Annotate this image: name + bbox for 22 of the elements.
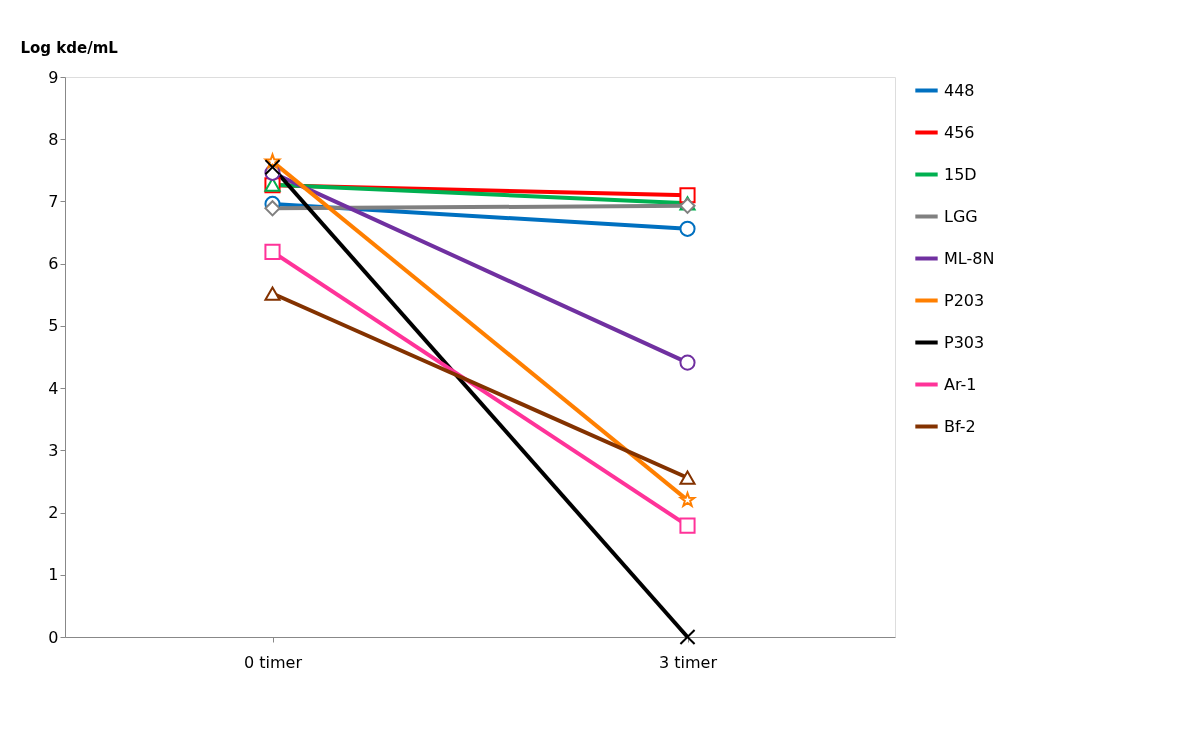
- legend-label: 456: [944, 122, 975, 142]
- y-tick-label: 3: [48, 440, 59, 460]
- legend-label: Ar-1: [944, 374, 977, 394]
- legend-label: P203: [944, 290, 985, 310]
- legend-label: 15D: [944, 164, 977, 184]
- legend-label: LGG: [944, 206, 978, 226]
- legend-label: Bf-2: [944, 416, 976, 436]
- y-tick-label: 1: [48, 565, 59, 585]
- legend-label: P303: [944, 332, 985, 352]
- y-tick-label: 8: [48, 129, 59, 149]
- y-tick-label: 6: [48, 254, 59, 274]
- y-tick-label: 9: [48, 67, 59, 87]
- y-tick-label: 0: [48, 627, 59, 647]
- x-tick-label: 0 timer: [244, 652, 303, 672]
- y-tick-label: 4: [48, 378, 59, 398]
- y-axis-title: Log kde/mL: [20, 38, 119, 57]
- legend-label: 448: [944, 80, 975, 100]
- x-tick-label: 3 timer: [659, 652, 718, 672]
- y-tick-label: 5: [48, 316, 59, 336]
- y-tick-label: 7: [48, 191, 59, 211]
- y-tick-label: 2: [48, 503, 59, 523]
- legend-label: ML-8N: [944, 248, 995, 268]
